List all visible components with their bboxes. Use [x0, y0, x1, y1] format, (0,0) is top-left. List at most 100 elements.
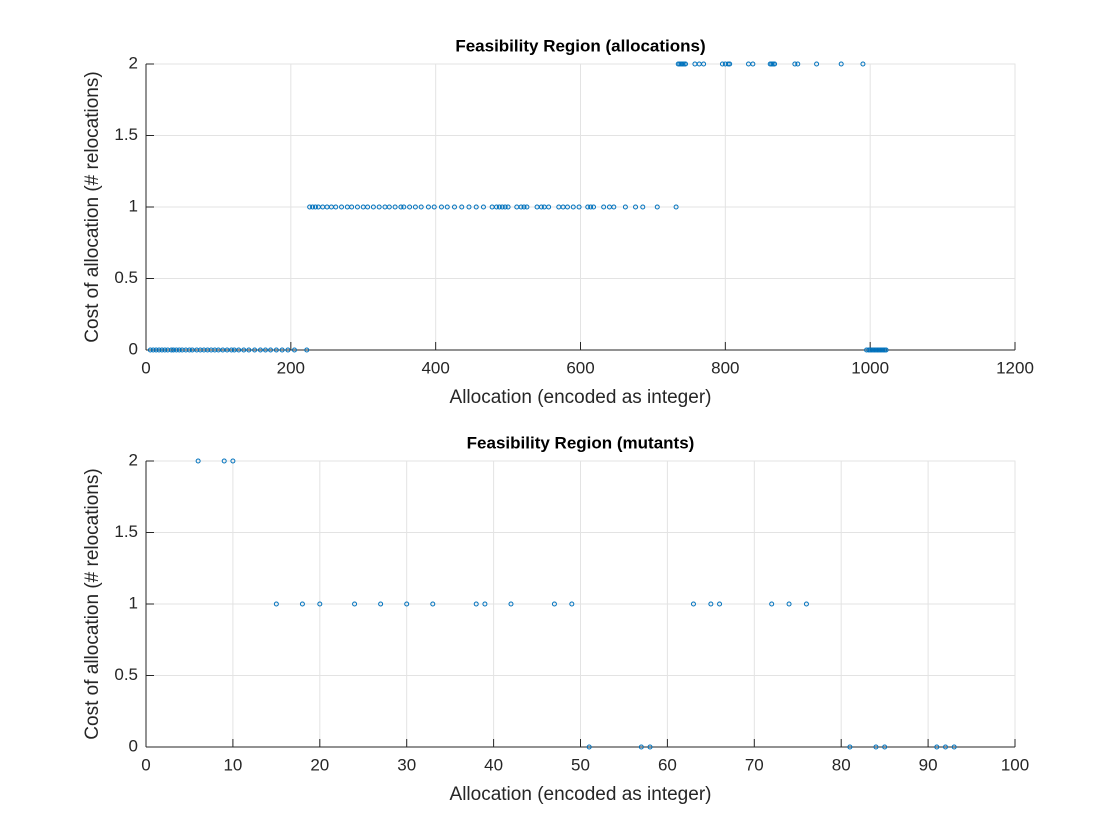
- point: [401, 204, 407, 210]
- point: [654, 204, 660, 210]
- point: [273, 601, 279, 607]
- point: [524, 204, 530, 210]
- point: [257, 347, 263, 353]
- point: [291, 347, 297, 353]
- point: [508, 601, 514, 607]
- point: [354, 204, 360, 210]
- point: [186, 347, 192, 353]
- point: [518, 204, 524, 210]
- x-tick-label: 40: [484, 755, 503, 774]
- point: [147, 347, 153, 353]
- x-tick-label: 1200: [996, 358, 1034, 377]
- y-tick-label: 0.5: [114, 268, 138, 287]
- x-tick-label: 80: [832, 755, 851, 774]
- point: [378, 601, 384, 607]
- point: [159, 347, 165, 353]
- point: [273, 347, 279, 353]
- point: [502, 204, 508, 210]
- point: [569, 601, 575, 607]
- point: [168, 347, 174, 353]
- y-tick-label: 1.5: [114, 522, 138, 541]
- point: [701, 61, 707, 67]
- point: [883, 347, 889, 353]
- point: [640, 204, 646, 210]
- point: [312, 204, 318, 210]
- point: [505, 204, 511, 210]
- point: [430, 601, 436, 607]
- point: [588, 204, 594, 210]
- point: [611, 204, 617, 210]
- y-tick-label: 0: [129, 736, 138, 755]
- x-tick-label: 1000: [851, 358, 889, 377]
- chart-title: Feasibility Region (allocations): [455, 36, 705, 55]
- point: [499, 204, 505, 210]
- point: [195, 458, 201, 464]
- point: [750, 61, 756, 67]
- point: [546, 204, 552, 210]
- point: [150, 347, 156, 353]
- point: [352, 601, 358, 607]
- point: [951, 744, 957, 750]
- x-axis-label: Allocation (encoded as integer): [450, 784, 712, 805]
- point: [772, 61, 778, 67]
- point: [444, 204, 450, 210]
- point: [934, 744, 940, 750]
- point: [252, 347, 258, 353]
- point: [431, 204, 437, 210]
- point: [496, 204, 502, 210]
- point: [398, 204, 404, 210]
- x-tick-label: 50: [571, 755, 590, 774]
- point: [236, 347, 242, 353]
- point: [279, 347, 285, 353]
- point: [317, 601, 323, 607]
- point: [690, 601, 696, 607]
- point: [638, 744, 644, 750]
- point: [673, 204, 679, 210]
- point: [538, 204, 544, 210]
- point: [564, 204, 570, 210]
- x-tick-label: 400: [421, 358, 449, 377]
- point: [425, 204, 431, 210]
- point: [407, 204, 413, 210]
- y-axis-label: Cost of allocation (# relocations): [82, 468, 103, 739]
- point: [717, 601, 723, 607]
- point: [838, 61, 844, 67]
- x-tick-label: 70: [745, 755, 764, 774]
- point: [792, 61, 798, 67]
- y-tick-label: 1.5: [114, 125, 138, 144]
- x-tick-label: 600: [566, 358, 594, 377]
- x-tick-label: 800: [711, 358, 739, 377]
- point: [173, 347, 179, 353]
- point: [333, 204, 339, 210]
- point: [708, 601, 714, 607]
- point: [769, 601, 775, 607]
- y-axis-label: Cost of allocation (# relocations): [82, 71, 103, 342]
- point: [230, 458, 236, 464]
- point: [171, 347, 177, 353]
- point: [349, 204, 355, 210]
- y-tick-label: 1: [129, 593, 138, 612]
- point: [803, 601, 809, 607]
- point: [459, 204, 465, 210]
- x-tick-label: 100: [1001, 755, 1029, 774]
- point: [392, 204, 398, 210]
- point: [482, 601, 488, 607]
- point: [404, 601, 410, 607]
- point: [601, 204, 607, 210]
- x-tick-label: 0: [141, 755, 150, 774]
- x-tick-label: 30: [397, 755, 416, 774]
- point: [647, 744, 653, 750]
- y-tick-label: 2: [129, 450, 138, 469]
- point: [228, 347, 234, 353]
- point: [307, 204, 313, 210]
- x-axis-label: Allocation (encoded as integer): [450, 387, 712, 408]
- y-tick-label: 0.5: [114, 665, 138, 684]
- point: [480, 204, 486, 210]
- point: [727, 61, 733, 67]
- point: [370, 204, 376, 210]
- point: [473, 204, 479, 210]
- point: [622, 204, 628, 210]
- point: [786, 601, 792, 607]
- point: [814, 61, 820, 67]
